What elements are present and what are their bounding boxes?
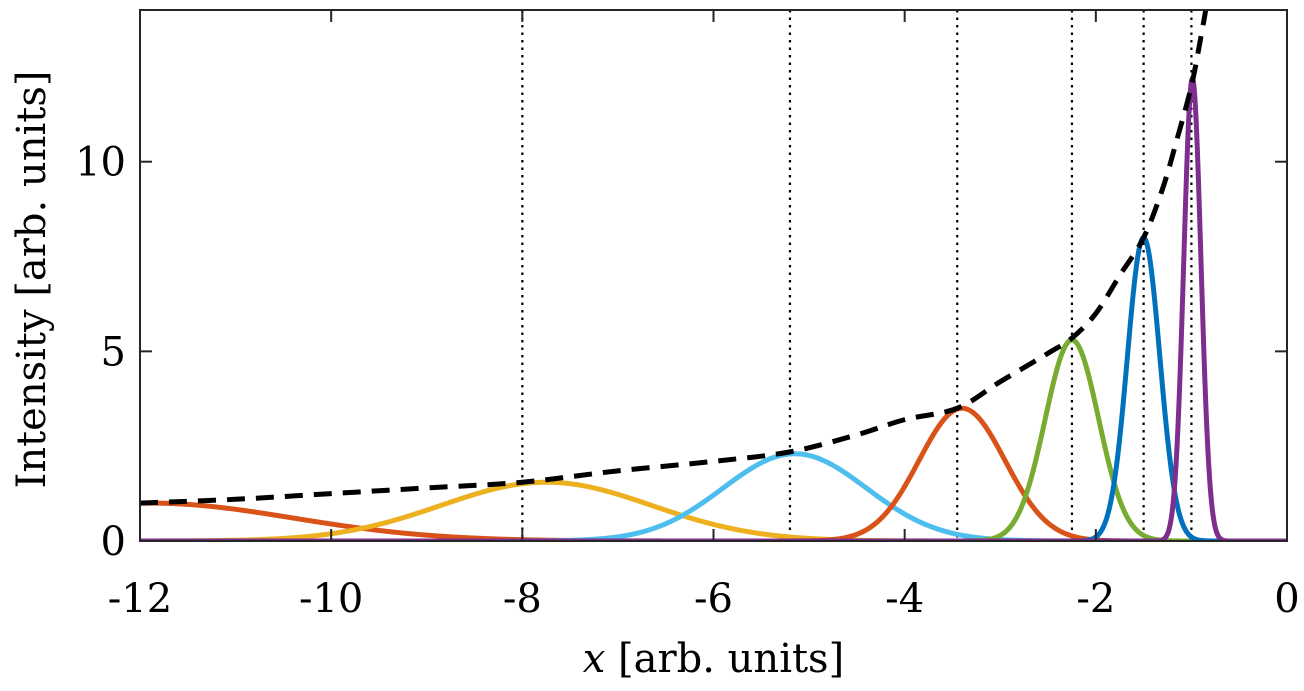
x-axis-label-units: [arb. units] [605,636,844,682]
series-line-4 [140,337,1287,541]
y-tick-label: 0 [101,519,126,565]
y-tick-label: 5 [101,329,126,375]
x-axis-label: x [arb. units] [583,636,844,682]
x-tick-label: 0 [1274,576,1299,622]
x-tick-label: -12 [108,576,172,622]
y-tick-label: 10 [75,140,126,186]
dotted-reference-lines [521,10,1193,541]
ticks-group [139,10,1288,542]
x-tick-label: -8 [503,576,542,622]
x-tick-label: -6 [694,576,733,622]
x-tick-label: -2 [1076,576,1115,622]
x-tick-label: -4 [885,576,924,622]
envelope-dashed-line [140,10,1209,506]
y-axis-label: Intensity [arb. units] [9,71,55,489]
x-tick-label: -10 [299,576,363,622]
x-axis-label-variable: x [583,636,606,682]
tick-labels-group: -12 -10 -8 -6 -4 -2 0 0 5 10 [75,140,1300,622]
envelope-group [140,10,1209,506]
series-group [140,75,1287,541]
